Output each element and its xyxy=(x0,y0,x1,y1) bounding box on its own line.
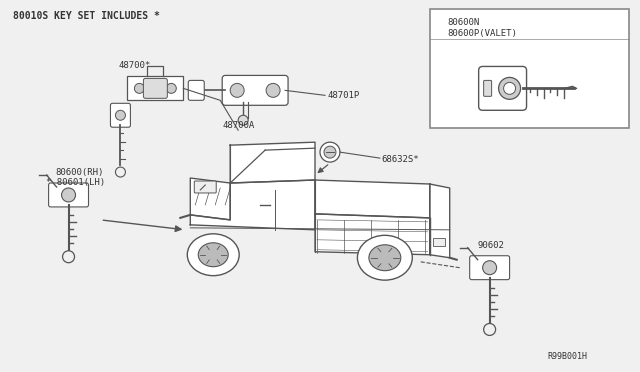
Polygon shape xyxy=(190,178,230,220)
Text: 48700*: 48700* xyxy=(118,61,150,70)
FancyBboxPatch shape xyxy=(111,103,131,127)
Text: * 80601(LH): * 80601(LH) xyxy=(45,178,105,187)
Bar xyxy=(433,238,445,246)
Text: 90602: 90602 xyxy=(477,241,504,250)
Text: 48701P: 48701P xyxy=(328,92,360,100)
Ellipse shape xyxy=(369,245,401,271)
Text: 80600P(VALET): 80600P(VALET) xyxy=(448,29,518,38)
FancyBboxPatch shape xyxy=(470,256,509,280)
Circle shape xyxy=(320,142,340,162)
FancyBboxPatch shape xyxy=(479,67,527,110)
Circle shape xyxy=(504,82,516,94)
Text: 48700A: 48700A xyxy=(222,121,255,130)
Polygon shape xyxy=(315,180,430,218)
Text: 68632S*: 68632S* xyxy=(382,155,419,164)
Circle shape xyxy=(115,110,125,120)
FancyBboxPatch shape xyxy=(143,78,167,98)
FancyBboxPatch shape xyxy=(484,80,492,96)
Circle shape xyxy=(266,83,280,97)
Text: 80600(RH): 80600(RH) xyxy=(56,168,104,177)
Circle shape xyxy=(61,188,76,202)
Bar xyxy=(430,9,629,128)
Circle shape xyxy=(499,77,520,99)
Polygon shape xyxy=(190,180,315,230)
Circle shape xyxy=(230,83,244,97)
FancyBboxPatch shape xyxy=(49,183,88,207)
Circle shape xyxy=(324,146,336,158)
Ellipse shape xyxy=(357,235,412,280)
FancyBboxPatch shape xyxy=(222,76,288,105)
Polygon shape xyxy=(430,184,450,258)
Polygon shape xyxy=(230,142,315,183)
Circle shape xyxy=(166,83,176,93)
FancyBboxPatch shape xyxy=(195,181,216,193)
Ellipse shape xyxy=(198,243,228,267)
Text: R99B001H: R99B001H xyxy=(547,352,588,361)
Text: 80600N: 80600N xyxy=(448,17,480,27)
Circle shape xyxy=(134,83,145,93)
Polygon shape xyxy=(315,214,430,255)
Bar xyxy=(127,76,183,100)
FancyBboxPatch shape xyxy=(188,80,204,100)
Text: 80010S KEY SET INCLUDES *: 80010S KEY SET INCLUDES * xyxy=(13,11,159,20)
Ellipse shape xyxy=(188,234,239,276)
Circle shape xyxy=(483,261,497,275)
Circle shape xyxy=(238,115,248,125)
